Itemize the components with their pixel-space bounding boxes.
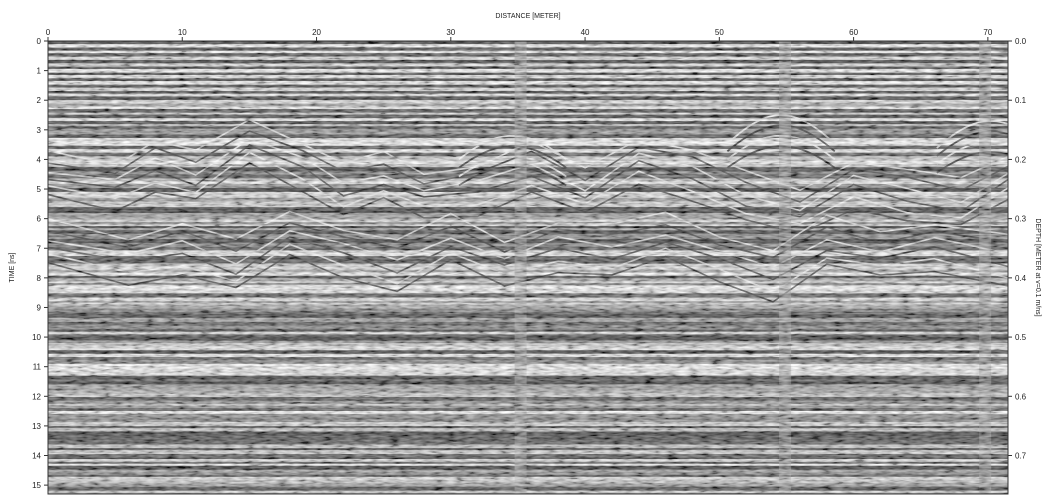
y-tick-label: 3 [37,126,42,135]
noise-texture [48,41,1008,494]
x-tick-label: 30 [446,28,455,37]
y-tick-label: 12 [32,392,41,401]
y-tick-label: 7 [37,244,42,253]
y-tick-label: 8 [37,274,42,283]
plot-frame [47,40,1009,495]
y-tick-label: 0 [37,37,42,46]
x-tick-label: 70 [983,28,992,37]
x-axis-title: DISTANCE [METER] [495,13,560,20]
x-axis: 0 10 20 30 40 50 60 70 [46,28,993,41]
y2-tick-label: 0.7 [1015,452,1027,461]
x-tick-label: 20 [312,28,321,37]
x-tick-label: 50 [715,28,724,37]
y-tick-label: 2 [37,96,42,105]
y-axis-title: TIME [ns] [9,252,16,282]
plot-area [48,41,1008,494]
y-axis-right: 0.0 0.1 0.2 0.3 0.4 0.5 0.6 0.7 [1008,37,1027,461]
y2-axis-title: DEPTH [METER at v=0.1 m/ns] [1034,218,1041,316]
x-tick-label: 40 [581,28,590,37]
y2-tick-label: 0.3 [1015,215,1027,224]
x-tick-label: 0 [46,28,51,37]
y2-tick-label: 0.4 [1015,274,1027,283]
y-tick-label: 11 [33,363,42,372]
y-tick-label: 14 [32,452,41,461]
y-tick-label: 5 [37,185,42,194]
y2-tick-label: 0.6 [1015,392,1027,401]
y-tick-label: 1 [37,67,42,76]
x-tick-label: 60 [849,28,858,37]
y-tick-label: 9 [37,303,42,312]
y-tick-label: 6 [37,215,42,224]
y-tick-label: 15 [32,481,41,490]
x-tick-label: 10 [178,28,187,37]
y2-tick-label: 0.0 [1015,37,1027,46]
y-tick-label: 4 [37,155,42,164]
y-tick-label: 13 [32,422,41,431]
y2-tick-label: 0.2 [1015,155,1027,164]
y2-tick-label: 0.1 [1015,96,1027,105]
y-tick-label: 10 [32,333,41,342]
y2-tick-label: 0.5 [1015,333,1027,342]
